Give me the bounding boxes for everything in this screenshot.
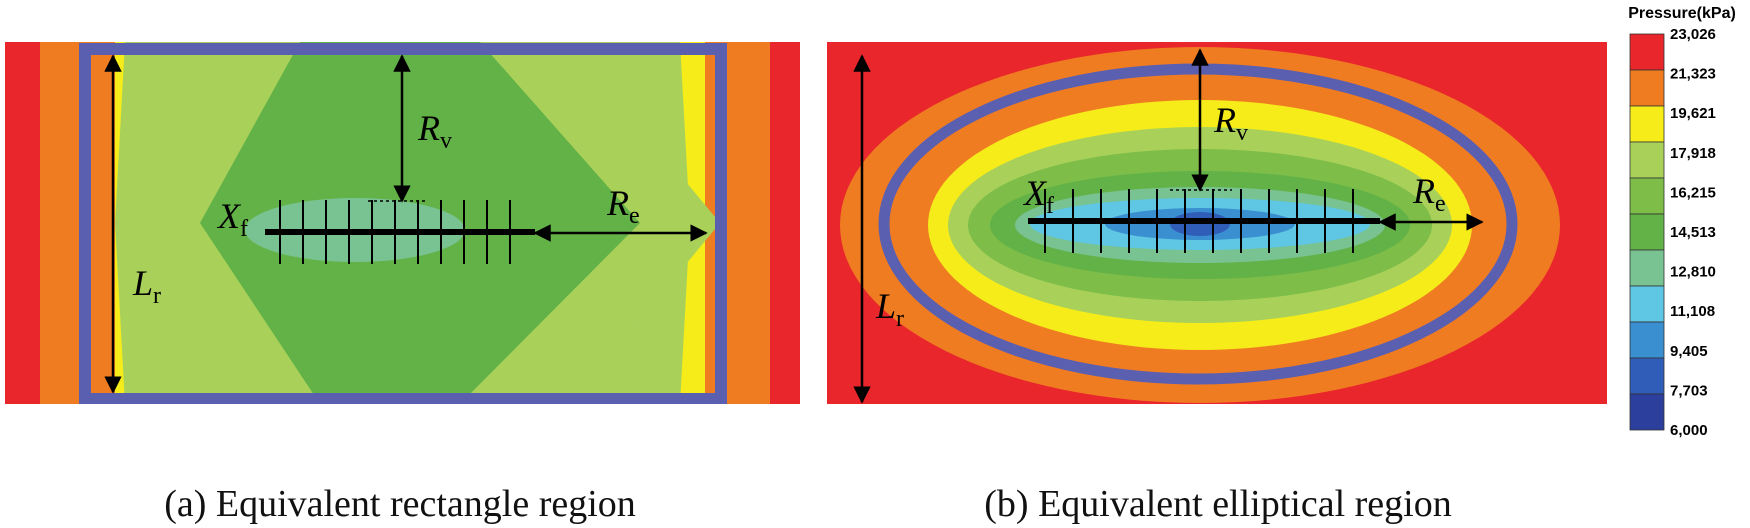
legend-swatch [1629,177,1665,215]
legend-tick-label: 16,215 [1670,184,1716,201]
legend-swatch [1629,357,1665,395]
legend-tick-label: 21,323 [1670,66,1716,83]
legend-swatch [1629,393,1665,431]
re-label-b: Re [1412,171,1446,217]
legend-swatch [1629,141,1665,179]
xf-label-b: Xf [1022,173,1054,219]
lr-label-b: Lr [875,286,904,332]
legend-tick-label: 14,513 [1670,224,1716,241]
legend-swatch [1629,69,1665,107]
legend-tick-label: 6,000 [1670,422,1708,439]
legend-tick-label: 23,026 [1670,26,1716,43]
caption-a: (a) Equivalent rectangle region [164,483,636,525]
panel-a: Rv Re Xf Lr (a) Equivalent rectangle reg… [5,42,800,525]
caption-b: (b) Equivalent elliptical region [984,483,1451,525]
legend-swatch [1629,285,1665,323]
rv-label-a: Rv [417,108,452,154]
fracture-b [1028,189,1380,253]
panel-a-contour [5,42,800,404]
pressure-legend: Pressure(kPa) 23,026 21,323 19,621 17,918 16… [1628,5,1736,439]
legend-swatch [1629,249,1665,287]
legend-tick-label: 7,703 [1670,382,1708,399]
legend-tick-label: 11,108 [1670,303,1715,320]
rv-label-b: Rv [1213,100,1248,146]
legend-tick-label: 9,405 [1670,343,1708,360]
panel-b: Rv Re Xf Lr (b) Equivalent elliptical re… [827,42,1607,525]
re-label-a: Re [606,183,640,229]
legend-swatch [1629,321,1665,359]
legend-tick-label: 19,621 [1670,105,1716,122]
legend-title: Pressure(kPa) [1628,5,1736,22]
legend-swatch [1629,105,1665,143]
legend-swatch [1629,33,1665,71]
legend-tick-label: 17,918 [1670,145,1716,162]
lr-label-a: Lr [132,263,161,309]
legend-tick-label: 12,810 [1670,264,1716,281]
legend-swatch [1629,213,1665,251]
xf-label-a: Xf [216,196,248,242]
fracture-a [265,200,535,264]
